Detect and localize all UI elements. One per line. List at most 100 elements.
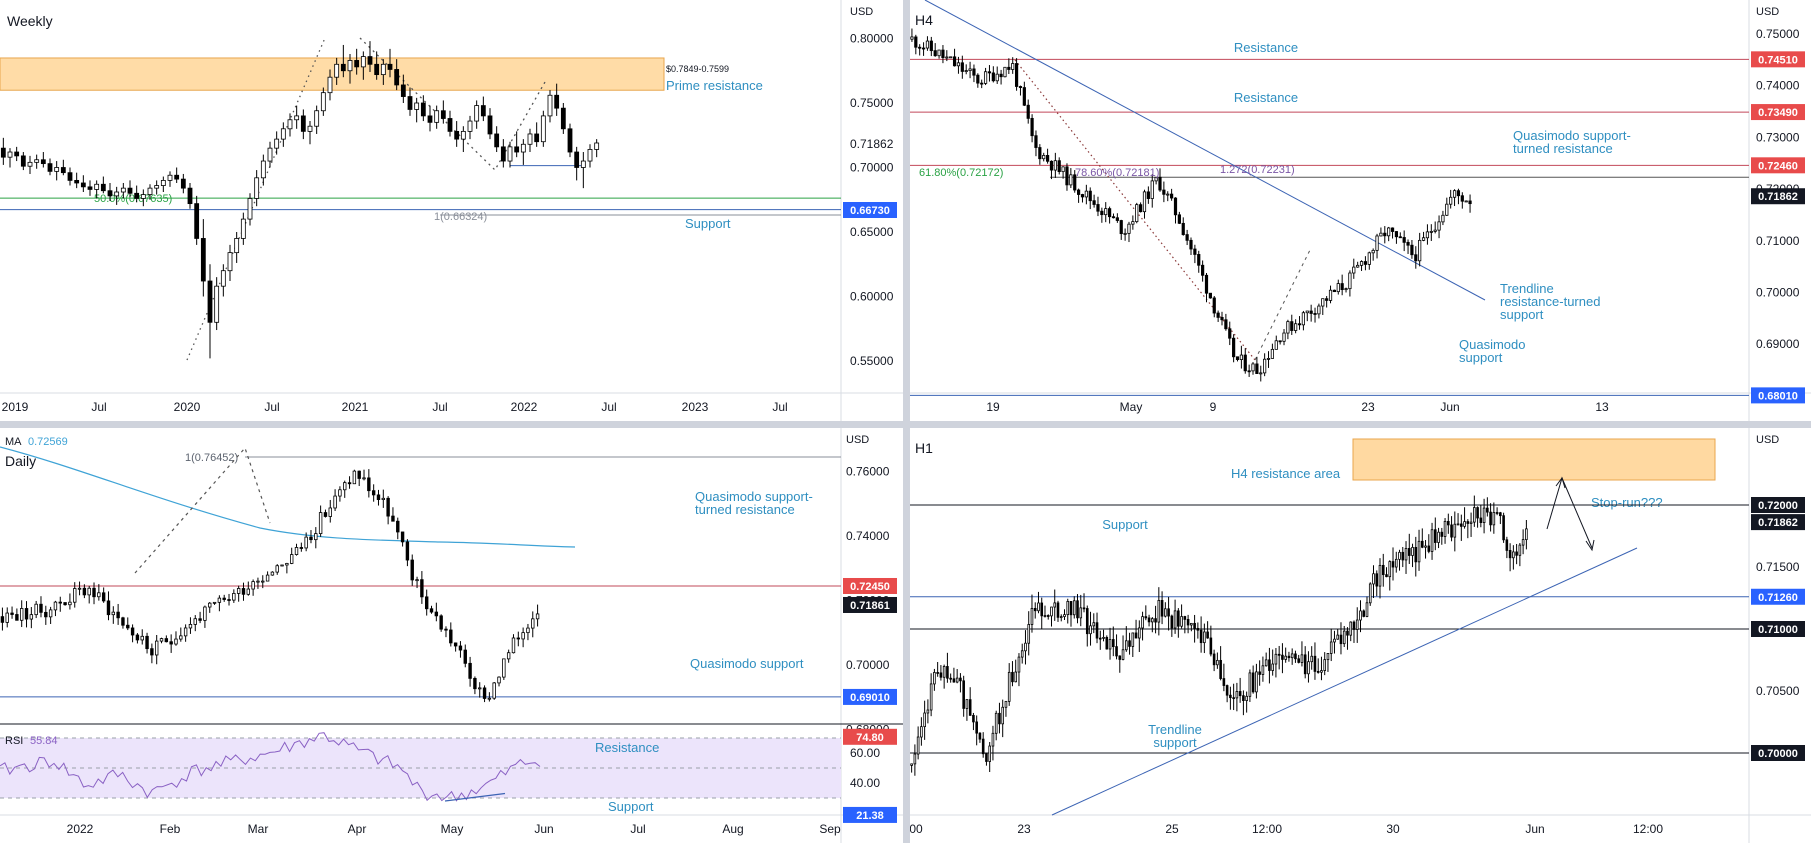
daily-candle	[169, 641, 173, 645]
daily-candle	[24, 608, 29, 620]
fib-1-label: 1(0.76452)	[185, 452, 238, 464]
h4-candle	[1336, 283, 1340, 293]
h4-candle	[1022, 87, 1026, 106]
daily-candle	[333, 495, 337, 509]
weekly-candle	[454, 130, 460, 140]
x-tick-label: Aug	[722, 822, 743, 836]
weekly-chart-panel[interactable]: $0.7849-0.7599 Prime resistance 50.0%(0.67…	[0, 0, 903, 421]
h1-candle	[1515, 551, 1518, 556]
daily-candle	[97, 592, 101, 598]
daily-candle	[68, 601, 72, 606]
rsi-y-tick: 60.00	[850, 746, 880, 760]
h4-chart-svg[interactable]: Resistance Resistance Quasimodo support-tu…	[910, 0, 1811, 421]
h1-candle	[1352, 621, 1356, 630]
h1-candle	[1447, 520, 1450, 526]
h1-candle	[1258, 671, 1261, 675]
x-tick-label: 2019	[2, 400, 29, 414]
h4-candle	[1030, 117, 1034, 137]
h4-candle	[1014, 63, 1019, 87]
h1-candle	[1046, 615, 1050, 617]
trendline-label: support	[1500, 307, 1544, 322]
h1-candle	[1495, 512, 1499, 514]
current-price-tag-bg	[1751, 514, 1805, 531]
h4-candle	[1449, 196, 1453, 205]
h4-candle	[1259, 372, 1263, 375]
h1-candle	[926, 709, 930, 714]
h1-candle	[1151, 618, 1154, 623]
current-price-tag: 0.71862	[1758, 191, 1798, 203]
h1-candle	[1476, 507, 1479, 519]
h4-candle	[1317, 305, 1321, 315]
x-tick-label: 9	[1210, 400, 1217, 414]
h1-candle	[939, 672, 943, 678]
y-tick-label: 0.69000	[1756, 337, 1800, 351]
resistance-mid-label: Resistance	[1234, 90, 1298, 105]
weekly-candle	[527, 133, 533, 145]
weekly-candle	[60, 167, 66, 174]
h1-candle	[1264, 659, 1268, 667]
h4-candle	[1034, 135, 1038, 148]
x-tick-label: May	[441, 822, 464, 836]
daily-candle	[535, 613, 540, 620]
x-tick-label: 25	[1165, 822, 1179, 836]
trendline-label: Trendline	[1500, 281, 1554, 296]
h1-chart-panel[interactable]: H4 resistance area Stop-run??? Support Tren…	[910, 428, 1811, 843]
h1-candle	[1238, 691, 1242, 697]
daily-candle	[198, 618, 202, 621]
daily-candle	[492, 682, 496, 699]
y-tick-label: 0.73000	[1756, 130, 1800, 144]
h4-candle	[1286, 321, 1290, 334]
weekly-candle	[154, 185, 160, 189]
h1-candle	[1473, 507, 1476, 523]
h1-candle	[1398, 551, 1401, 560]
h1-chart-svg[interactable]: H4 resistance area Stop-run??? Support Tren…	[910, 428, 1811, 843]
daily-candle	[217, 597, 222, 603]
daily-candle	[183, 627, 188, 637]
h1-candle	[1134, 632, 1138, 639]
fib-1-label: 1(0.66324)	[434, 211, 487, 223]
h1-candle	[1359, 610, 1362, 621]
daily-candle	[434, 611, 439, 617]
h4-candle	[1414, 254, 1418, 262]
weekly-candle	[54, 167, 60, 172]
horizontal-divider[interactable]	[0, 421, 1811, 428]
h4-candle	[1177, 214, 1181, 224]
h4-candle	[1387, 227, 1391, 237]
daily-candle	[44, 611, 48, 618]
weekly-candle	[20, 155, 26, 167]
dotted-leg	[134, 446, 271, 574]
weekly-chart-svg[interactable]: $0.7849-0.7599 Prime resistance 50.0%(0.67…	[0, 0, 903, 421]
h1-candle	[1268, 659, 1271, 671]
h1-candle	[988, 745, 991, 762]
h4-candle	[1321, 298, 1325, 307]
weekly-candle	[354, 60, 360, 68]
daily-candle	[5, 612, 9, 623]
daily-candle	[309, 536, 313, 541]
x-tick-label: Mar	[248, 822, 269, 836]
daily-chart-svg[interactable]: 1(0.76452) Quasimodo support-turned resis…	[0, 428, 903, 843]
h1-candle	[1072, 600, 1076, 616]
h4-candle	[1208, 292, 1212, 299]
currency-label: USD	[1756, 6, 1779, 18]
h4-candle	[1173, 197, 1178, 216]
h1-candle	[1105, 636, 1109, 650]
daily-candle	[294, 547, 299, 555]
h4-candle	[991, 72, 995, 82]
current-price-tag-bg	[1751, 188, 1805, 205]
h4-candle	[1243, 354, 1247, 372]
h4-candle	[968, 68, 972, 71]
h1-candle	[1463, 521, 1466, 527]
h4-candle	[999, 73, 1003, 78]
rsi-line	[0, 732, 541, 802]
h1-candle	[1417, 540, 1421, 563]
weekly-candle	[180, 178, 186, 189]
x-tick-label: Sep	[819, 822, 841, 836]
weekly-candle	[187, 187, 193, 205]
x-tick-label: Feb	[160, 822, 181, 836]
h4-candle	[1150, 180, 1154, 199]
h4-chart-panel[interactable]: Resistance Resistance Quasimodo support-tu…	[910, 0, 1811, 421]
h1-candle	[1499, 512, 1502, 517]
h4-candle	[960, 62, 964, 72]
h1-candle	[994, 712, 998, 734]
daily-chart-panel[interactable]: 1(0.76452) Quasimodo support-turned resis…	[0, 428, 903, 843]
